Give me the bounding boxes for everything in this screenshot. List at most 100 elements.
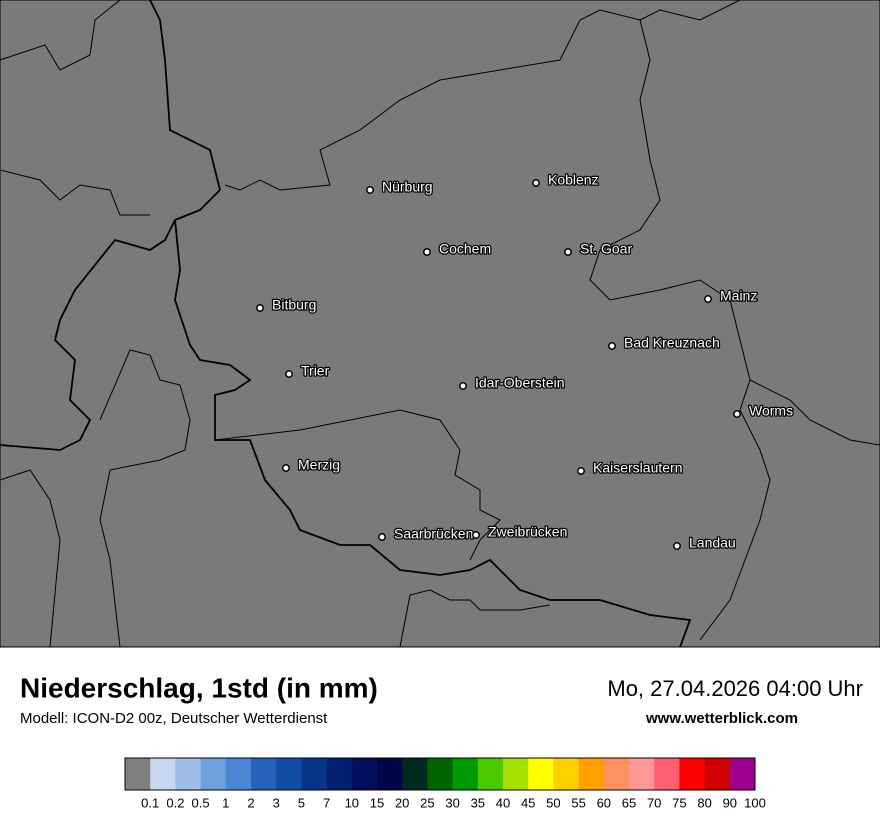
city-label: Kaiserslautern xyxy=(593,460,683,476)
legend-tick-label: 0.1 xyxy=(141,795,159,810)
legend-swatch xyxy=(377,758,403,790)
legend-tick-label: 7 xyxy=(323,795,330,810)
legend-tick-label: 70 xyxy=(647,795,661,810)
legend-swatch xyxy=(200,758,227,790)
city-dot xyxy=(459,382,467,390)
legend-swatch xyxy=(125,758,151,790)
legend-swatch xyxy=(629,758,655,790)
city: Merzig xyxy=(282,455,341,474)
city: Trier xyxy=(285,361,331,380)
city-dot xyxy=(472,531,480,539)
cities: Nürburg Koblenz Cochem St. Goar Bitburg Mainz… xyxy=(256,170,794,552)
city-dot xyxy=(564,248,572,256)
city: Worms xyxy=(733,401,794,420)
legend-tick-label: 3 xyxy=(273,795,280,810)
legend-swatch xyxy=(654,758,680,790)
legend-tick-label: 0.2 xyxy=(166,795,184,810)
legend-tick-label: 2 xyxy=(247,795,254,810)
city: Mainz xyxy=(704,286,759,305)
legend-swatch xyxy=(351,758,378,790)
legend-swatch xyxy=(251,758,277,790)
legend-swatch xyxy=(553,758,579,790)
city-label: Idar-Oberstein xyxy=(475,375,564,391)
legend-tick-label: 5 xyxy=(298,795,305,810)
legend-swatch xyxy=(225,758,252,790)
legend-tick-label: 30 xyxy=(445,795,459,810)
legend-swatch xyxy=(175,758,201,790)
legend-tick-label: 15 xyxy=(370,795,384,810)
city-dot xyxy=(423,248,431,256)
map-background xyxy=(0,0,880,648)
city-dot xyxy=(378,533,386,541)
legend-tick-label: 25 xyxy=(420,795,434,810)
legend-tick-label: 20 xyxy=(395,795,409,810)
city-dot xyxy=(577,467,585,475)
legend-tick-label: 45 xyxy=(521,795,535,810)
legend-swatch xyxy=(402,758,428,790)
legend-tick-label: 90 xyxy=(723,795,737,810)
city-label: Landau xyxy=(689,535,736,551)
city-label: Merzig xyxy=(298,457,340,473)
legend-swatch xyxy=(150,758,176,790)
borders xyxy=(0,0,880,648)
city: St. Goar xyxy=(564,239,634,258)
legend: 0.1 0.2 0.5 1 2 3 5 7 10 15 20 25 30 35 40 45 50 55 60 65 70… xyxy=(124,757,766,810)
map-title: Niederschlag, 1std (in mm) xyxy=(20,672,378,703)
city: Zweibrücken xyxy=(472,522,569,541)
city: Nürburg xyxy=(366,177,434,196)
forecast-datetime: Mo, 27.04.2026 04:00 Uhr xyxy=(607,676,863,701)
legend-tick-label: 50 xyxy=(546,795,560,810)
city-label: Trier xyxy=(301,363,330,379)
city: Idar-Oberstein xyxy=(459,373,566,392)
legend-tick-label: 0.5 xyxy=(192,795,210,810)
legend-tick-label: 80 xyxy=(697,795,711,810)
legend-swatch xyxy=(276,758,302,790)
city: Kaiserslautern xyxy=(577,458,684,477)
legend-swatch xyxy=(427,758,453,790)
legend-swatch xyxy=(578,758,605,790)
legend-tick-label: 40 xyxy=(496,795,510,810)
city: Koblenz xyxy=(532,170,600,189)
legend-swatch xyxy=(326,758,353,790)
city: Cochem xyxy=(423,239,492,258)
legend-frame xyxy=(124,757,756,791)
legend-tick-label: 10 xyxy=(345,795,359,810)
city-dot xyxy=(704,295,712,303)
city: Saarbrücken xyxy=(378,524,475,543)
city-label: St. Goar xyxy=(580,241,632,257)
legend-swatch xyxy=(603,758,630,790)
city-label: Bitburg xyxy=(272,297,316,313)
legend-tick-label: 60 xyxy=(597,795,611,810)
legend-tick-label: 65 xyxy=(622,795,636,810)
city-dot xyxy=(366,186,374,194)
city-label: Saarbrücken xyxy=(394,526,473,542)
city-dot xyxy=(256,304,264,312)
city-label: Koblenz xyxy=(548,172,599,188)
city: Landau xyxy=(673,533,737,552)
city-dot xyxy=(532,179,540,187)
city-label: Nürburg xyxy=(382,179,433,195)
city-dot xyxy=(673,542,681,550)
legend-tick-label: 100 xyxy=(744,795,766,810)
website: www.wetterblick.com xyxy=(645,710,798,727)
city: Bitburg xyxy=(256,295,318,314)
legend-swatch xyxy=(452,758,479,790)
legend-tick-label: 75 xyxy=(672,795,686,810)
legend-swatch xyxy=(477,758,504,790)
legend-swatch xyxy=(679,758,705,790)
city-label: Worms xyxy=(749,403,793,419)
city-label: Zweibrücken xyxy=(488,524,567,540)
legend-swatch xyxy=(528,758,554,790)
city: Bad Kreuznach xyxy=(608,333,721,352)
city-label: Cochem xyxy=(439,241,491,257)
city-dot xyxy=(608,342,616,350)
legend-tick-label: 1 xyxy=(222,795,229,810)
map-subtitle: Modell: ICON-D2 00z, Deutscher Wetterdie… xyxy=(20,710,328,727)
legend-tick-label: 35 xyxy=(471,795,485,810)
legend-swatch xyxy=(301,758,327,790)
legend-swatch xyxy=(704,758,731,790)
legend-swatch xyxy=(729,758,756,790)
city-dot xyxy=(285,370,293,378)
